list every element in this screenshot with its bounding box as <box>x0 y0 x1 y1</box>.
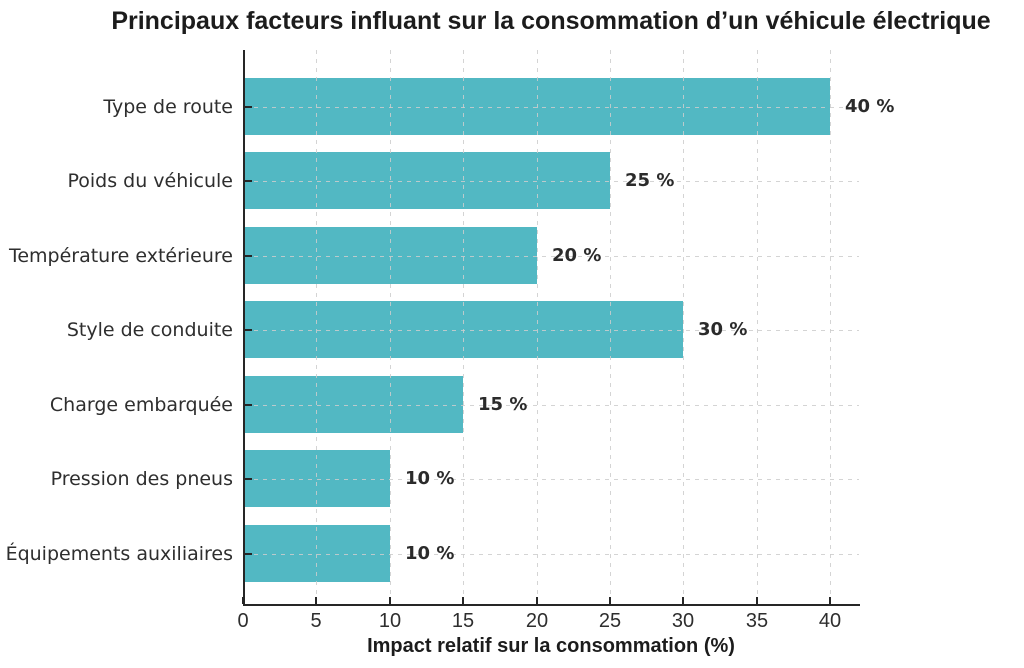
chart-title: Principaux facteurs influant sur la cons… <box>111 7 991 35</box>
bar-value-label-2: 20 % <box>552 245 602 266</box>
y-axis-label-1: Poids du véhicule <box>67 170 233 192</box>
gridline-y-6 <box>245 554 859 555</box>
gridline-x-40 <box>830 50 831 604</box>
bar-value-label-6: 10 % <box>405 543 455 564</box>
bar-value-label-3: 30 % <box>698 319 748 340</box>
x-tick-label-5: 5 <box>310 610 322 632</box>
x-tick-40 <box>829 597 831 604</box>
x-tick-label-25: 25 <box>598 610 622 632</box>
gridline-y-5 <box>245 479 859 480</box>
x-tick-15 <box>462 597 464 604</box>
x-tick-30 <box>682 597 684 604</box>
x-tick-label-35: 35 <box>745 610 769 632</box>
y-tick-1 <box>245 180 252 182</box>
x-tick-25 <box>609 597 611 604</box>
y-axis-label-2: Température extérieure <box>8 245 233 267</box>
gridline-y-0 <box>245 107 859 108</box>
gridline-y-3 <box>245 330 859 331</box>
bar-value-label-0: 40 % <box>845 96 895 117</box>
gridline-x-20 <box>537 50 538 604</box>
x-tick-label-0: 0 <box>237 610 249 632</box>
gridline-y-4 <box>245 405 859 406</box>
gridline-x-30 <box>683 50 684 604</box>
y-axis-label-3: Style de conduite <box>66 319 233 341</box>
bar-1 <box>245 152 610 209</box>
y-tick-4 <box>245 404 252 406</box>
x-axis-title: Impact relatif sur la consommation (%) <box>367 635 735 657</box>
y-axis-label-4: Charge embarquée <box>49 394 233 416</box>
x-axis-line <box>243 604 860 606</box>
y-tick-6 <box>245 553 252 555</box>
bar-5 <box>245 450 390 507</box>
y-tick-5 <box>245 478 252 480</box>
gridline-x-15 <box>463 50 464 604</box>
bar-2 <box>245 227 537 284</box>
bar-4 <box>245 376 463 433</box>
bar-6 <box>245 525 390 582</box>
y-axis-label-0: Type de route <box>103 96 233 118</box>
gridline-x-10 <box>390 50 391 604</box>
x-tick-35 <box>756 597 758 604</box>
bar-value-label-1: 25 % <box>625 170 675 191</box>
bar-value-label-5: 10 % <box>405 468 455 489</box>
gridline-x-5 <box>316 50 317 604</box>
y-axis-label-6: Équipements auxiliaires <box>5 543 233 565</box>
y-axis-line <box>243 50 245 606</box>
x-tick-20 <box>536 597 538 604</box>
x-tick-10 <box>389 597 391 604</box>
x-tick-5 <box>315 597 317 604</box>
y-tick-2 <box>245 255 252 257</box>
x-tick-label-30: 30 <box>671 610 695 632</box>
y-tick-0 <box>245 106 252 108</box>
gridline-y-1 <box>245 181 859 182</box>
y-tick-3 <box>245 329 252 331</box>
gridline-x-25 <box>610 50 611 604</box>
bar-value-label-4: 15 % <box>478 394 528 415</box>
x-tick-label-10: 10 <box>378 610 402 632</box>
x-tick-label-15: 15 <box>451 610 475 632</box>
x-tick-label-20: 20 <box>525 610 549 632</box>
gridline-y-2 <box>245 256 859 257</box>
gridline-x-35 <box>757 50 758 604</box>
x-tick-label-40: 40 <box>818 610 842 632</box>
x-tick-0 <box>242 597 244 604</box>
y-axis-label-5: Pression des pneus <box>50 468 233 490</box>
